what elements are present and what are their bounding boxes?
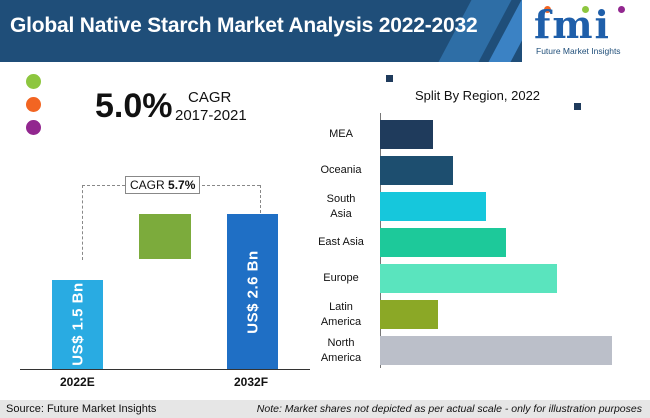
cagr-period: 2017-2021 xyxy=(175,107,247,124)
region-label-line: Asia xyxy=(330,207,352,220)
region-bar-latin-america xyxy=(380,300,439,329)
bar-label-2022e: US$ 1.5 Bn xyxy=(69,282,86,366)
cagr-annotation: CAGR 5.7% xyxy=(125,176,201,194)
region-bar-europe xyxy=(380,264,557,293)
cagr-label: CAGR xyxy=(188,89,232,106)
region-label-north-america: North America xyxy=(306,336,376,366)
cagr-value: 5.0% xyxy=(95,87,173,125)
page-title: Global Native Starch Market Analysis 202… xyxy=(10,14,478,37)
fmi-logo: fmi Future Market Insights xyxy=(522,0,650,62)
bar-label-2032f: US$ 2.6 Bn xyxy=(244,249,261,334)
region-label-europe: Europe xyxy=(306,271,376,286)
region-label-line: MEA xyxy=(329,128,353,140)
region-label-east-asia: East Asia xyxy=(306,235,376,250)
legend-dot-purple xyxy=(26,120,41,135)
bar-2032f: US$ 2.6 Bn xyxy=(227,214,278,369)
region-label-line: South xyxy=(326,192,356,205)
region-label-line: America xyxy=(320,351,362,364)
region-label-line: America xyxy=(320,315,362,328)
x-label-2022e: 2022E xyxy=(60,375,95,389)
footer: Source: Future Market Insights Note: Mar… xyxy=(0,400,650,418)
legend-dot-orange xyxy=(26,97,41,112)
region-bar-south-asia xyxy=(380,192,487,221)
region-label-line: Europe xyxy=(323,272,359,284)
x-label-2032f: 2032F xyxy=(234,375,269,389)
logo-subtitle: Future Market Insights xyxy=(536,46,621,56)
logo-dot xyxy=(582,6,589,13)
region-label-south-asia: South Asia xyxy=(306,192,376,222)
region-bar-north-america xyxy=(380,336,613,365)
source-text: Source: Future Market Insights xyxy=(6,403,157,415)
legend-dot-green xyxy=(26,74,41,89)
forecast-axis xyxy=(20,369,310,370)
marker-square xyxy=(386,75,393,82)
region-bar-east-asia xyxy=(380,228,506,257)
region-label-latin-america: Latin America xyxy=(306,300,376,330)
logo-wordmark: fmi xyxy=(534,2,611,47)
region-label-mea: MEA xyxy=(306,127,376,142)
logo-dot xyxy=(618,6,625,13)
region-bar-oceania xyxy=(380,156,453,185)
growth-block xyxy=(139,214,191,259)
region-label-oceania: Oceania xyxy=(306,163,376,178)
cagr-annotation-prefix: CAGR xyxy=(130,178,165,192)
cagr-annotation-value: 5.7% xyxy=(168,178,196,192)
header-banner: Global Native Starch Market Analysis 202… xyxy=(0,0,650,62)
region-bar-mea xyxy=(380,120,434,149)
note-text: Note: Market shares not depicted as per … xyxy=(256,403,642,415)
region-label-line: Latin xyxy=(329,300,353,313)
region-label-line: Oceania xyxy=(320,164,362,176)
logo-dot xyxy=(544,6,551,13)
region-label-line: East Asia xyxy=(318,236,364,248)
region-chart-title: Split By Region, 2022 xyxy=(415,88,541,103)
cagr-connector-left xyxy=(82,185,83,260)
region-label-line: North xyxy=(327,336,355,349)
cagr-connector-right xyxy=(260,185,261,213)
marker-square xyxy=(574,103,581,110)
bar-2022e: US$ 1.5 Bn xyxy=(52,279,103,369)
